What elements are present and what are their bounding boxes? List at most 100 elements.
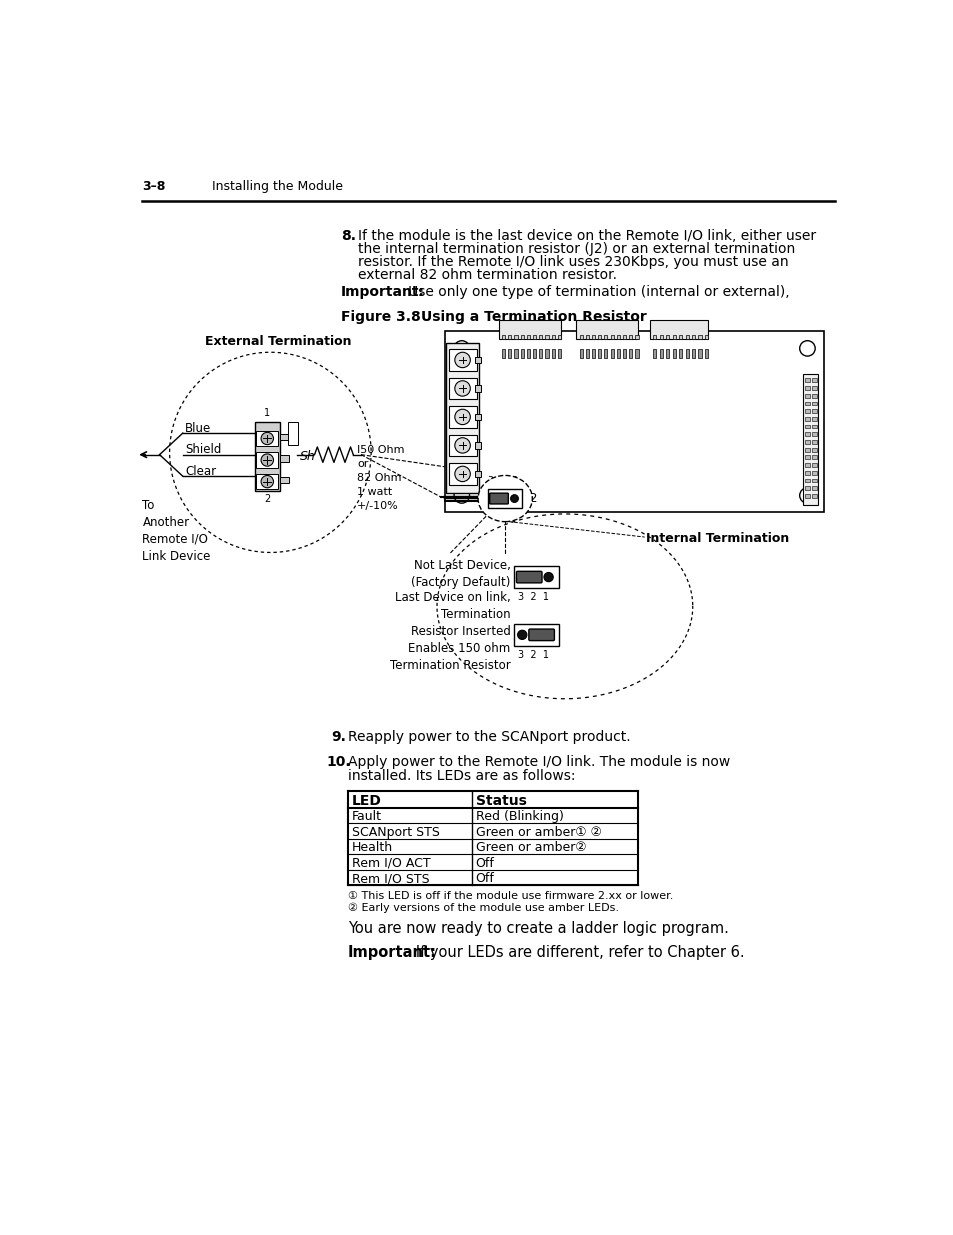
Bar [811,409,816,412]
Text: If the module is the last device on the Remote I/O link, either user: If the module is the last device on the … [357,228,815,243]
Text: Last Device on link,
Termination
Resistor Inserted
Enables 150 ohm
Termination R: Last Device on link, Termination Resisto… [390,592,510,672]
Bar [804,417,809,421]
Bar [254,421,279,490]
Text: Health: Health [352,841,393,855]
Bar [520,350,523,358]
Bar [617,336,619,340]
Bar [672,336,675,340]
Bar [514,336,517,340]
Bar [811,417,816,421]
FancyBboxPatch shape [528,629,554,641]
Bar [551,336,555,340]
Bar [804,487,809,490]
Bar [538,336,542,340]
Bar [685,336,688,340]
Circle shape [454,488,469,503]
Bar [498,320,560,340]
Text: installed. Its LEDs are as follows:: installed. Its LEDs are as follows: [348,769,575,783]
Bar [533,350,536,358]
Text: 2: 2 [264,494,270,504]
Text: I50 Ohm
or
82 Ohm
1 watt
+/-10%: I50 Ohm or 82 Ohm 1 watt +/-10% [356,446,404,511]
Text: 3  2  1: 3 2 1 [517,593,549,603]
Bar [804,409,809,412]
Text: You are now ready to create a ladder logic program.: You are now ready to create a ladder log… [348,920,728,935]
Bar [704,350,707,358]
Bar [653,350,656,358]
Bar [629,350,632,358]
Bar [579,336,582,340]
Bar [804,471,809,474]
Bar [659,336,662,340]
Bar [520,336,523,340]
Bar [446,343,478,493]
Circle shape [543,573,553,582]
Bar [804,394,809,398]
Bar [804,494,809,498]
Bar [545,336,548,340]
Circle shape [499,495,507,503]
Bar [811,425,816,429]
Text: Green or amber① ②: Green or amber① ② [476,826,601,839]
Bar [279,477,289,483]
Circle shape [261,454,274,466]
Bar [629,336,632,340]
Circle shape [261,432,274,445]
Text: 8.: 8. [340,228,355,243]
Bar [598,350,600,358]
Circle shape [543,630,553,640]
Bar [665,350,669,358]
Bar [804,463,809,467]
Bar [508,350,511,358]
Bar [598,336,600,340]
Bar [804,387,809,390]
Text: External Termination: External Termination [205,336,351,348]
Bar [811,387,816,390]
Circle shape [455,437,470,453]
Bar [448,463,476,484]
Bar [635,336,638,340]
Text: Status: Status [476,794,526,808]
Text: Rem I/O STS: Rem I/O STS [352,872,429,885]
Bar [558,336,560,340]
Bar [811,440,816,443]
Circle shape [261,475,274,488]
Circle shape [799,488,815,503]
Circle shape [530,630,539,640]
Text: the internal termination resistor (J2) or an external termination: the internal termination resistor (J2) o… [357,242,795,256]
Bar [653,336,656,340]
Bar [811,448,816,452]
Bar [448,378,476,399]
Text: resistor. If the Remote I/O link uses 230Kbps, you must use an: resistor. If the Remote I/O link uses 23… [357,256,788,269]
Bar [576,320,638,340]
Bar [545,350,548,358]
Text: Reapply power to the SCANport product.: Reapply power to the SCANport product. [348,730,630,743]
Circle shape [510,495,517,503]
Circle shape [455,409,470,425]
Bar [585,350,588,358]
Bar [617,350,619,358]
Bar [811,378,816,383]
Text: Red (Blinking): Red (Blinking) [476,810,563,824]
Bar [811,456,816,459]
Bar [475,357,480,363]
Bar [804,378,809,383]
Bar [704,336,707,340]
Text: 9.: 9. [331,730,345,743]
Bar [665,336,669,340]
Text: Apply power to the Remote I/O link. The module is now: Apply power to the Remote I/O link. The … [348,755,729,769]
Bar [256,431,278,446]
Bar [804,432,809,436]
Circle shape [488,495,497,503]
Text: Blue: Blue [185,421,212,435]
Bar [811,471,816,474]
Bar [604,336,607,340]
Bar [698,350,700,358]
Bar [592,350,595,358]
Text: Sh: Sh [299,450,315,463]
Bar [475,385,480,391]
Bar [448,435,476,456]
Bar [279,433,289,440]
Text: ① This LED is off if the module use firmware 2.xx or lower.: ① This LED is off if the module use firm… [348,892,673,902]
Bar [804,456,809,459]
Bar [288,421,297,445]
